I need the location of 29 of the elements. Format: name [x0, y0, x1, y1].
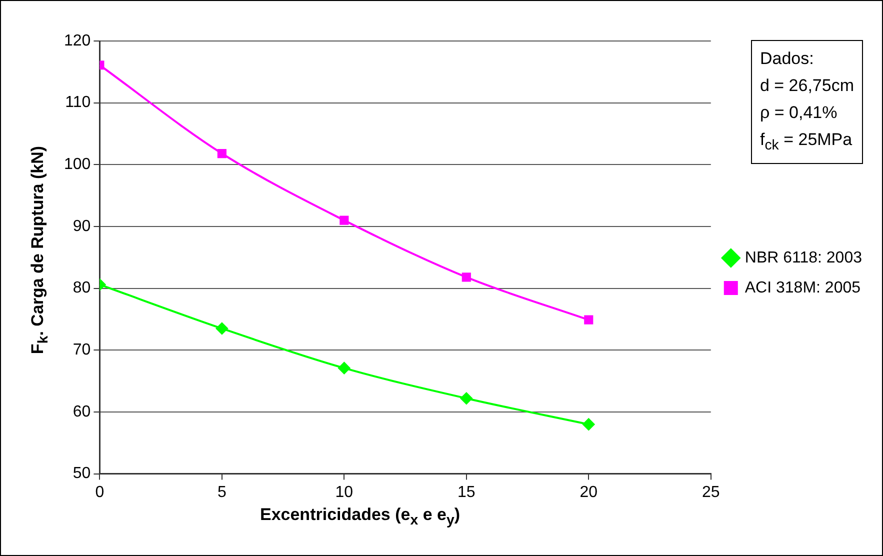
y-tick-label: 110 — [65, 94, 91, 112]
y-tick-label: 60 — [72, 403, 91, 420]
x-tick-label: 15 — [458, 484, 476, 501]
point — [216, 322, 228, 335]
point — [338, 362, 350, 374]
x-axis-title: Excentricidades (e$_{x}$ e e$_{y}$) — [258, 505, 462, 528]
point — [340, 216, 349, 225]
point — [460, 392, 472, 404]
text: ρ = 0,41% — [760, 102, 838, 124]
legend-label: ACI 318M: 2005 — [744, 279, 861, 296]
legend-label: NBR 6118: 2003 — [744, 249, 862, 266]
point — [582, 418, 595, 430]
text: d = 26,75cm — [760, 75, 854, 97]
y-tick-label: 100 — [64, 156, 91, 174]
y-tick-label: 50 — [72, 465, 91, 482]
y-tick-label: 120 — [64, 32, 91, 50]
point — [584, 315, 594, 324]
x-tick-label: 5 — [217, 484, 226, 501]
x-tick-label: 20 — [580, 484, 598, 501]
point — [217, 148, 226, 158]
y-tick-label: 70 — [72, 342, 91, 359]
point — [462, 272, 471, 282]
x-tick-label: 0 — [95, 484, 104, 501]
y-tick-label: 80 — [72, 280, 91, 297]
text: f$_{ck}$ = 25MPa — [760, 129, 854, 156]
x-tick-label: 25 — [702, 484, 720, 501]
x-tick-label: 10 — [335, 484, 354, 501]
y-tick-label: 90 — [72, 218, 91, 235]
text: Dados: — [760, 48, 815, 70]
